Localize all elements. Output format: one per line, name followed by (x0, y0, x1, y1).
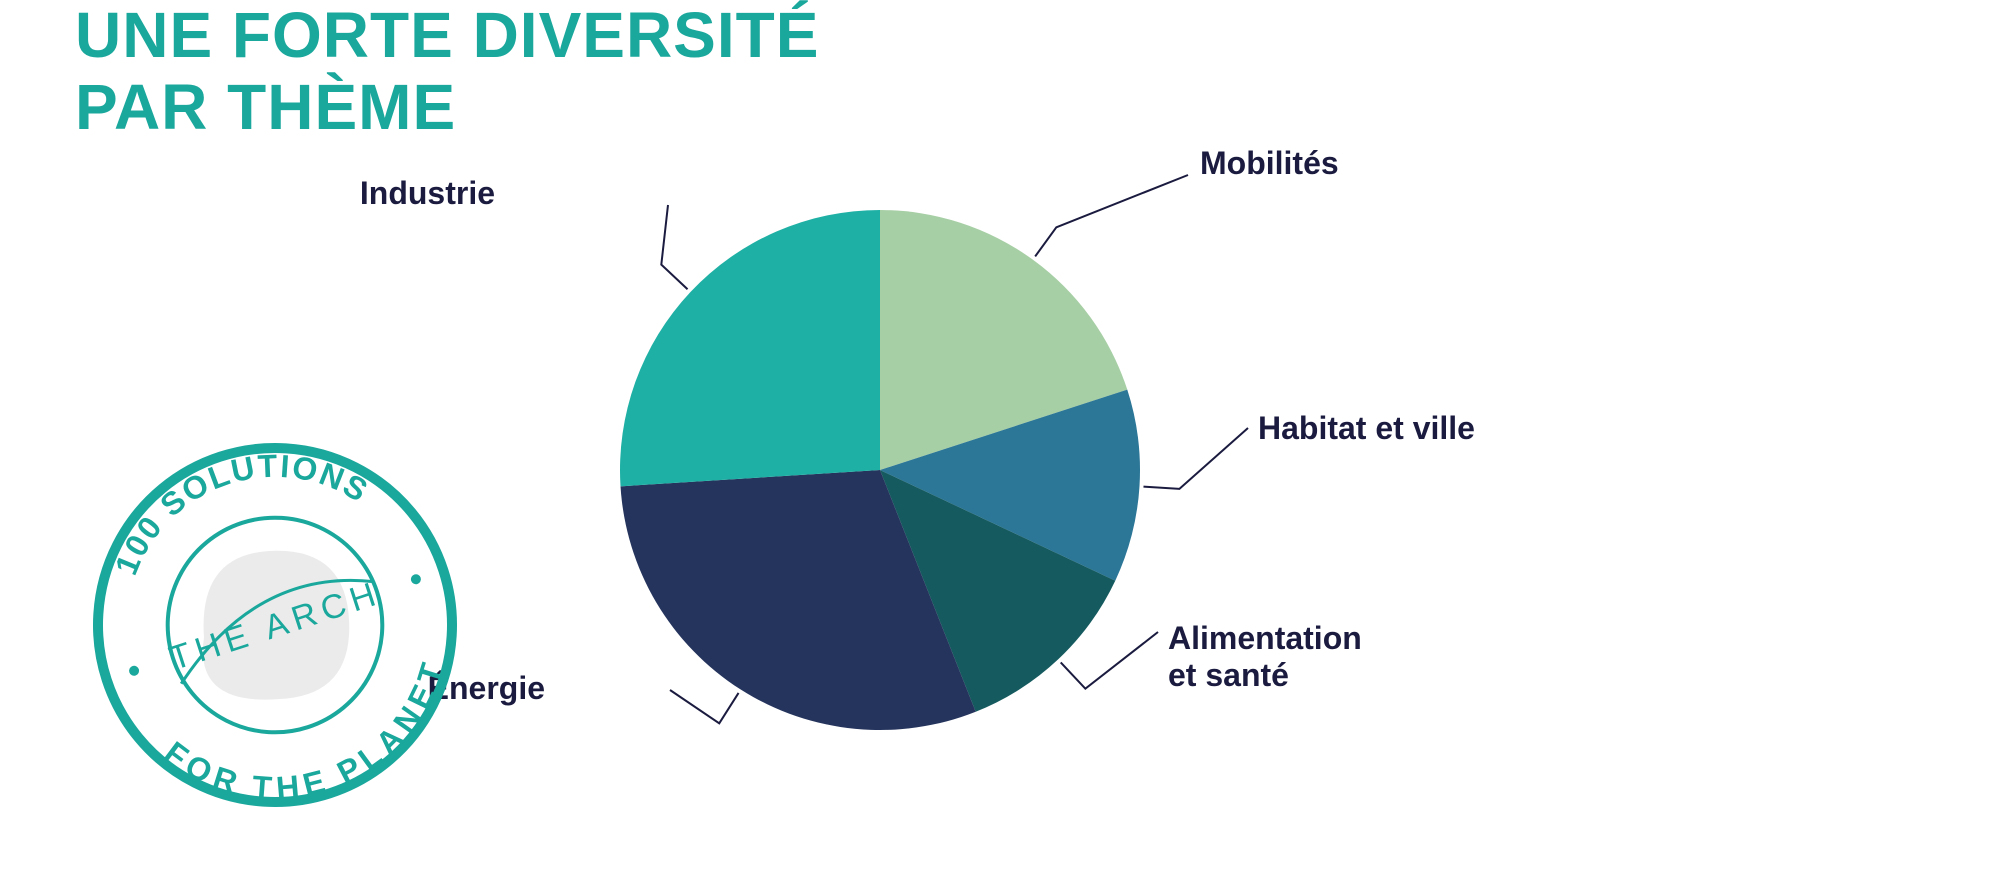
leader-line (1035, 175, 1188, 256)
pie-slice-habitat-et-ville (880, 390, 1140, 581)
leader-line (1061, 632, 1158, 689)
stamp-dot (410, 573, 423, 586)
pie-slice-industrie (620, 210, 880, 486)
title-line1: UNE FORTE DIVERSITÉ (75, 0, 819, 71)
pie-label-alimentation-et-sant-: Alimentation et santé (1168, 620, 1362, 694)
pie-slice-mobilit-s (880, 210, 1127, 470)
leader-line (661, 205, 687, 289)
title-line2: PAR THÈME (75, 71, 456, 143)
solutions-stamp-badge: THE ARCH100 SOLUTIONSFOR THE PLANET (90, 440, 460, 810)
pie-slice--nergie (621, 470, 976, 730)
leader-line (1143, 428, 1248, 489)
pie-slice-alimentation-et-sant- (880, 470, 1115, 712)
page-title: UNE FORTE DIVERSITÉ PAR THÈME (75, 0, 819, 143)
leader-line (670, 690, 739, 723)
pie-label-mobilit-s: Mobilités (1200, 145, 1339, 182)
stamp-dot (128, 664, 141, 677)
pie-label-habitat-et-ville: Habitat et ville (1258, 410, 1475, 447)
pie-label-industrie: Industrie (195, 175, 495, 212)
